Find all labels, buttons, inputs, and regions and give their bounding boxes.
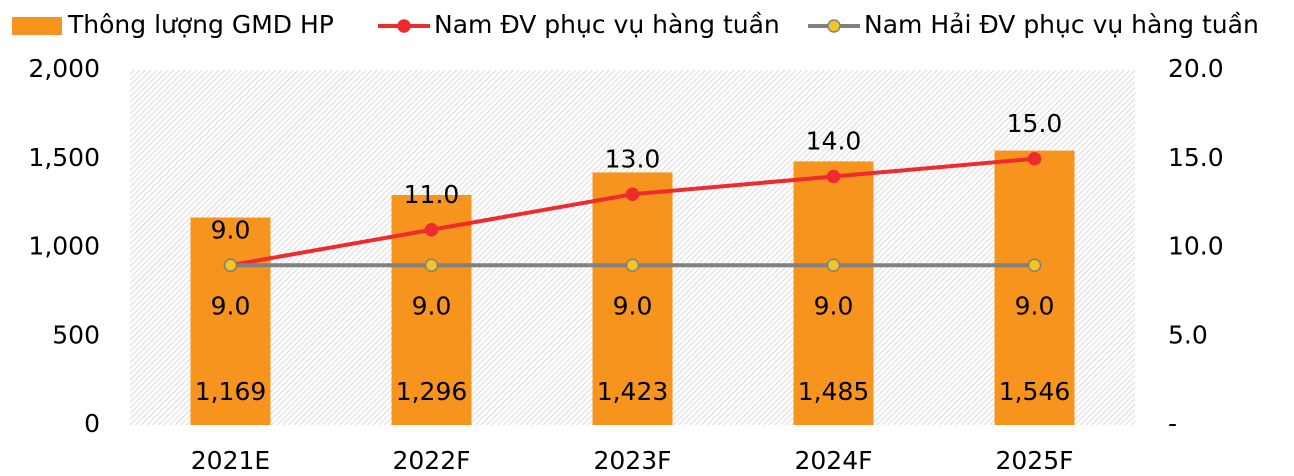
y2-tick-label: 15.0 [1168, 143, 1224, 172]
y-tick-label: 2,000 [28, 54, 100, 83]
bar [793, 161, 874, 425]
line-marker [424, 258, 439, 272]
legend-marker [397, 19, 411, 33]
line-marker [424, 223, 439, 237]
data-label: 9.0 [211, 215, 251, 244]
y-tick-label: 1,500 [28, 143, 100, 172]
line-marker [826, 258, 841, 272]
line-marker [1027, 152, 1042, 166]
x-tick-label: 2023F [593, 446, 671, 475]
data-label: 1,546 [999, 377, 1071, 406]
legend-label: Nam Hải ĐV phục vụ hàng tuần [864, 10, 1259, 39]
legend-marker [827, 19, 841, 33]
line-marker [826, 169, 841, 184]
data-label: 1,423 [597, 377, 669, 406]
line-marker [1027, 258, 1042, 272]
data-label: 1,296 [396, 377, 468, 406]
data-label: 11.0 [404, 180, 460, 209]
data-label: 14.0 [806, 127, 862, 156]
x-tick-label: 2024F [794, 446, 872, 475]
y2-tick-label: 10.0 [1168, 232, 1224, 261]
y-tick-label: 1,000 [28, 232, 100, 261]
legend-label: Thông lượng GMD HP [67, 10, 334, 39]
data-label: 9.0 [211, 291, 251, 320]
legend-swatch [12, 17, 62, 35]
y2-tick-label: 5.0 [1168, 320, 1208, 349]
x-tick-label: 2025F [995, 446, 1073, 475]
x-tick-label: 2022F [392, 446, 470, 475]
data-label: 9.0 [814, 291, 854, 320]
data-label: 9.0 [613, 291, 653, 320]
line-marker [223, 258, 238, 272]
y-tick-label: 500 [52, 320, 100, 349]
bar [994, 150, 1075, 425]
data-label: 13.0 [605, 144, 661, 173]
legend-label: Nam ĐV phục vụ hàng tuần [434, 10, 780, 39]
bar [592, 172, 673, 425]
line-marker [625, 187, 640, 201]
data-label: 1,485 [798, 377, 870, 406]
data-label: 1,169 [195, 377, 267, 406]
bar [190, 217, 271, 425]
data-label: 15.0 [1007, 109, 1063, 138]
y2-tick-label: - [1168, 409, 1177, 438]
x-tick-label: 2021E [191, 446, 270, 475]
line-marker [625, 258, 640, 272]
y2-tick-label: 20.0 [1168, 54, 1224, 83]
data-label: 9.0 [412, 291, 452, 320]
data-label: 9.0 [1015, 291, 1055, 320]
y-tick-label: 0 [84, 409, 100, 438]
